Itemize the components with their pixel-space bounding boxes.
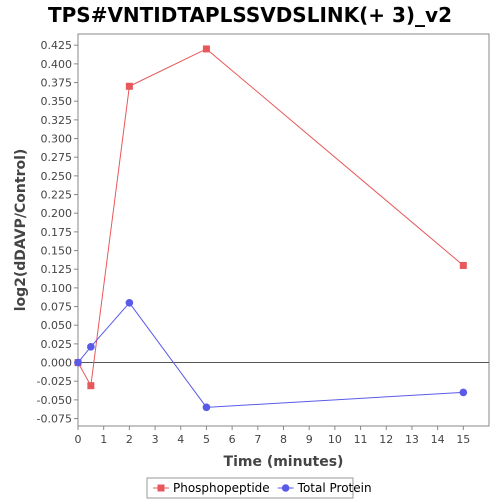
x-tick-label: 4 xyxy=(177,433,184,446)
y-tick-label: 0.375 xyxy=(41,77,73,90)
x-axis: 0 1 2 3 4 5 6 7 8 9 10 11 12 13 14 15 xyxy=(75,426,470,446)
x-tick-label: 0 xyxy=(75,433,82,446)
legend-label-phosphopeptide: Phosphopeptide xyxy=(173,481,270,495)
y-tick-label: -0.050 xyxy=(37,394,72,407)
y-tick-label: 0.275 xyxy=(41,151,73,164)
y-tick-label: 0.075 xyxy=(41,301,73,314)
total-protein-line xyxy=(77,302,464,408)
total-protein-point xyxy=(459,388,468,397)
y-tick-label: -0.075 xyxy=(37,413,72,426)
total-protein-point xyxy=(74,358,82,367)
x-tick-label: 3 xyxy=(152,433,159,446)
plot-frame xyxy=(77,33,490,427)
y-tick-label: 0.100 xyxy=(41,282,73,295)
total-protein-point xyxy=(125,299,134,307)
chart-title: TPS#VNTIDTAPLSSVDSLINK(+ 3)_v2 xyxy=(48,3,452,27)
x-tick-label: 9 xyxy=(306,433,313,446)
y-tick-label: 0.300 xyxy=(41,133,73,146)
y-tick-label: 0.350 xyxy=(41,95,73,108)
x-tick-label: 5 xyxy=(203,433,210,446)
phosphopeptide-point xyxy=(459,261,467,269)
phosphopeptide-line xyxy=(77,48,464,388)
y-axis-label: log2(dDAVP/Control) xyxy=(13,149,29,312)
y-tick-label: 0.225 xyxy=(41,189,73,202)
legend-swatch-total-protein xyxy=(281,484,290,492)
y-tick-label: 0.125 xyxy=(41,263,73,276)
y-tick-label: 0.025 xyxy=(41,338,73,351)
y-tick-label: 0.400 xyxy=(41,58,73,71)
x-tick-label: 11 xyxy=(354,433,368,446)
phosphopeptide-point xyxy=(87,382,95,390)
x-tick-label: 2 xyxy=(126,433,133,446)
y-tick-label: 0.425 xyxy=(41,39,73,52)
x-tick-label: 13 xyxy=(405,433,419,446)
x-tick-label: 15 xyxy=(456,433,470,446)
y-tick-label: 0.000 xyxy=(41,357,73,370)
y-tick-label: 0.150 xyxy=(41,245,73,258)
y-tick-label: 0.050 xyxy=(41,319,73,332)
x-tick-label: 10 xyxy=(328,433,342,446)
y-tick-label: -0.025 xyxy=(37,375,72,388)
y-tick-label: 0.250 xyxy=(41,170,73,183)
y-axis: -0.075 -0.050 -0.025 0.000 0.025 0.050 0.075 0.… xyxy=(37,39,78,426)
y-tick-label: 0.200 xyxy=(41,207,73,220)
x-tick-label: 12 xyxy=(379,433,393,446)
legend: Phosphopeptide Total Protein xyxy=(146,477,372,499)
phosphopeptide-point xyxy=(202,45,210,53)
legend-label-total-protein: Total Protein xyxy=(297,481,372,495)
legend-swatch-phosphopeptide xyxy=(157,484,165,492)
y-tick-label: 0.175 xyxy=(41,226,73,239)
x-tick-label: 14 xyxy=(431,433,445,446)
y-tick-label: 0.325 xyxy=(41,114,73,127)
x-tick-label: 8 xyxy=(280,433,287,446)
legend-box xyxy=(146,477,354,499)
x-tick-label: 7 xyxy=(254,433,261,446)
x-axis-label: Time (minutes) xyxy=(224,454,344,470)
total-protein-point xyxy=(202,403,211,412)
total-protein-point xyxy=(87,343,95,351)
series-layer xyxy=(74,45,468,412)
x-tick-label: 1 xyxy=(100,433,107,446)
phosphopeptide-point xyxy=(125,82,133,90)
x-tick-label: 6 xyxy=(229,433,236,446)
